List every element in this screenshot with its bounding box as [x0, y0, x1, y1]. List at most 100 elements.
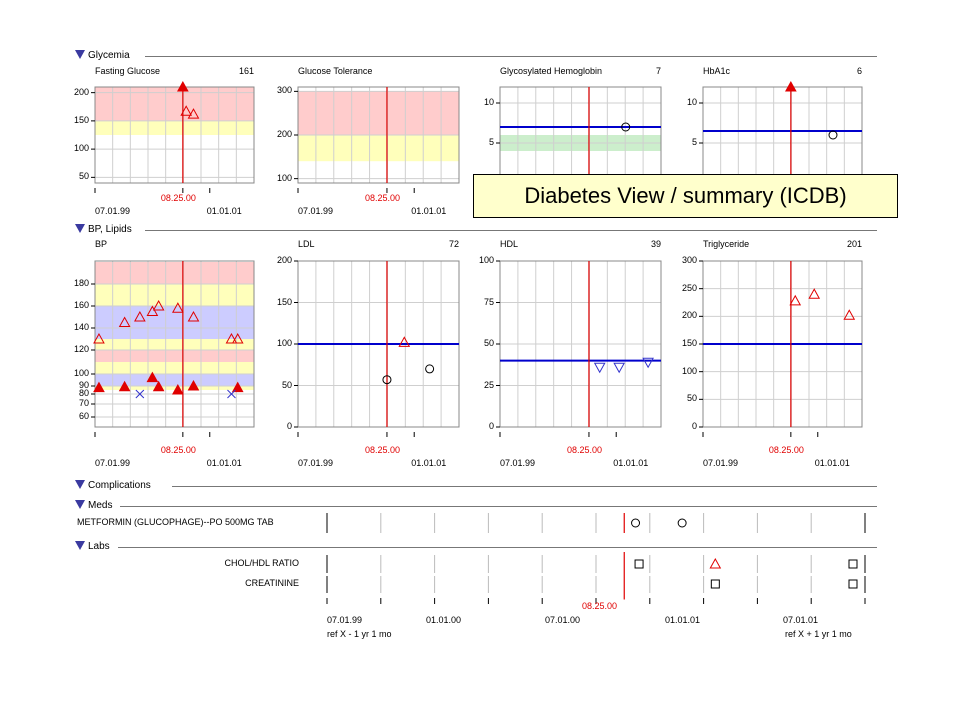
triangle-marker: [187, 108, 200, 119]
y-tick-label: 200: [276, 255, 292, 265]
panel-latest-value: 201: [846, 239, 862, 249]
cross-marker: [135, 389, 145, 399]
reference-band: [95, 362, 254, 374]
section-complications[interactable]: Complications: [75, 480, 151, 491]
y-tick-label: 50: [483, 338, 494, 348]
y-tick-label: 300: [681, 255, 697, 265]
y-tick-label: 100: [73, 368, 89, 378]
y-tick-label: 300: [276, 85, 292, 96]
section-divider: [145, 230, 877, 231]
section-labs-label: Labs: [88, 541, 110, 552]
med-row-label: METFORMIN (GLUCOPHAGE)--PO 500MG TAB: [77, 517, 274, 527]
x-ref-label: 08.25.00: [768, 445, 804, 455]
y-tick-label: 5: [488, 137, 494, 147]
y-tick-label: 0: [286, 421, 292, 431]
cross-marker: [227, 389, 236, 399]
panel-latest-value: 161: [238, 66, 254, 76]
triangle-marker: [176, 80, 189, 92]
y-tick-label: 150: [681, 338, 697, 348]
triangle-marker: [398, 336, 411, 347]
triangle-marker: [146, 371, 159, 383]
panel-title: HbA1c: [703, 66, 731, 76]
x-ref-label: 08.25.00: [364, 445, 400, 455]
y-tick-label: 180: [73, 278, 89, 288]
reference-band: [95, 262, 254, 284]
triangle-marker: [784, 80, 797, 92]
triangle-marker: [843, 309, 856, 320]
collapse-triangle-icon[interactable]: [75, 541, 85, 550]
y-tick-label: 80: [78, 388, 89, 398]
y-tick-label: 75: [483, 296, 494, 307]
panel-title: LDL: [298, 239, 315, 249]
section-meds[interactable]: Meds: [75, 500, 112, 511]
reference-band: [298, 135, 459, 162]
x-tick-label: 07.01.99: [95, 206, 131, 216]
x-tick-label: 01.01.01: [814, 458, 850, 468]
triangle-marker: [187, 310, 200, 322]
panel-title: Triglyceride: [703, 239, 750, 249]
timeline-tick-label: 01.01.00: [426, 615, 462, 625]
y-tick-label: 25: [483, 379, 494, 390]
y-tick-label: 70: [78, 398, 89, 408]
section-glycemia[interactable]: Glycemia: [75, 50, 130, 61]
y-tick-label: 60: [78, 411, 89, 421]
lab-row-label: CREATININE: [245, 578, 299, 588]
lab-row-label: CHOL/HDL RATIO: [224, 558, 299, 568]
plot-frame: [94, 260, 255, 428]
y-tick-label: 0: [488, 421, 494, 431]
x-ref-label: 08.25.00: [160, 193, 196, 203]
section-glycemia-label: Glycemia: [88, 50, 130, 61]
triangle-marker: [146, 305, 159, 316]
y-tick-label: 150: [276, 296, 292, 307]
timeline-right-note: ref X + 1 yr 1 mo: [785, 629, 852, 639]
x-ref-label: 08.25.00: [160, 445, 196, 455]
x-tick-label: 01.01.01: [411, 458, 447, 468]
collapse-triangle-icon[interactable]: [75, 480, 85, 489]
panel-title: Fasting Glucose: [95, 66, 161, 76]
y-tick-label: 10: [483, 97, 494, 107]
square-marker: [848, 559, 858, 569]
x-ref-label: 08.25.00: [566, 445, 602, 455]
triangle-marker: [152, 380, 165, 392]
section-labs[interactable]: Labs: [75, 541, 110, 552]
reference-band: [95, 350, 254, 362]
y-tick-label: 250: [681, 282, 697, 293]
panel-latest-value: 7: [655, 66, 661, 76]
collapse-triangle-icon[interactable]: [75, 500, 85, 509]
collapse-triangle-icon[interactable]: [75, 50, 85, 59]
down-triangle-marker: [593, 362, 606, 374]
triangle-marker: [171, 302, 184, 313]
plot-frame: [94, 86, 255, 184]
y-tick-label: 100: [276, 172, 292, 183]
y-tick-label: 5: [691, 137, 697, 147]
timeline-left-note: ref X - 1 yr 1 mo: [327, 629, 392, 639]
triangle-marker: [152, 299, 165, 311]
circle-marker: [382, 375, 392, 385]
down-triangle-marker: [613, 362, 626, 374]
y-tick-label: 150: [73, 114, 89, 125]
section-divider: [118, 547, 877, 548]
section-bp-lipids-label: BP, Lipids: [88, 224, 132, 235]
x-tick-label: 01.01.01: [206, 206, 242, 216]
circle-marker: [425, 364, 435, 374]
section-meds-label: Meds: [88, 500, 113, 511]
y-tick-label: 160: [73, 300, 89, 310]
x-tick-label: 07.01.99: [298, 458, 334, 468]
y-tick-label: 50: [686, 393, 697, 404]
panel-latest-value: 6: [856, 66, 862, 76]
triangle-marker: [93, 332, 105, 344]
x-tick-label: 07.01.99: [298, 206, 334, 216]
triangle-marker: [789, 294, 802, 306]
panel-title: BP: [95, 239, 108, 249]
triangle-marker: [709, 557, 722, 569]
section-bp-lipids[interactable]: BP, Lipids: [75, 224, 132, 235]
triangle-marker: [171, 383, 184, 395]
x-ref-label: 08.25.00: [364, 193, 400, 203]
y-tick-label: 100: [681, 365, 697, 376]
collapse-triangle-icon[interactable]: [75, 224, 85, 233]
timeline-ref-label: 08.25.00: [582, 601, 618, 611]
